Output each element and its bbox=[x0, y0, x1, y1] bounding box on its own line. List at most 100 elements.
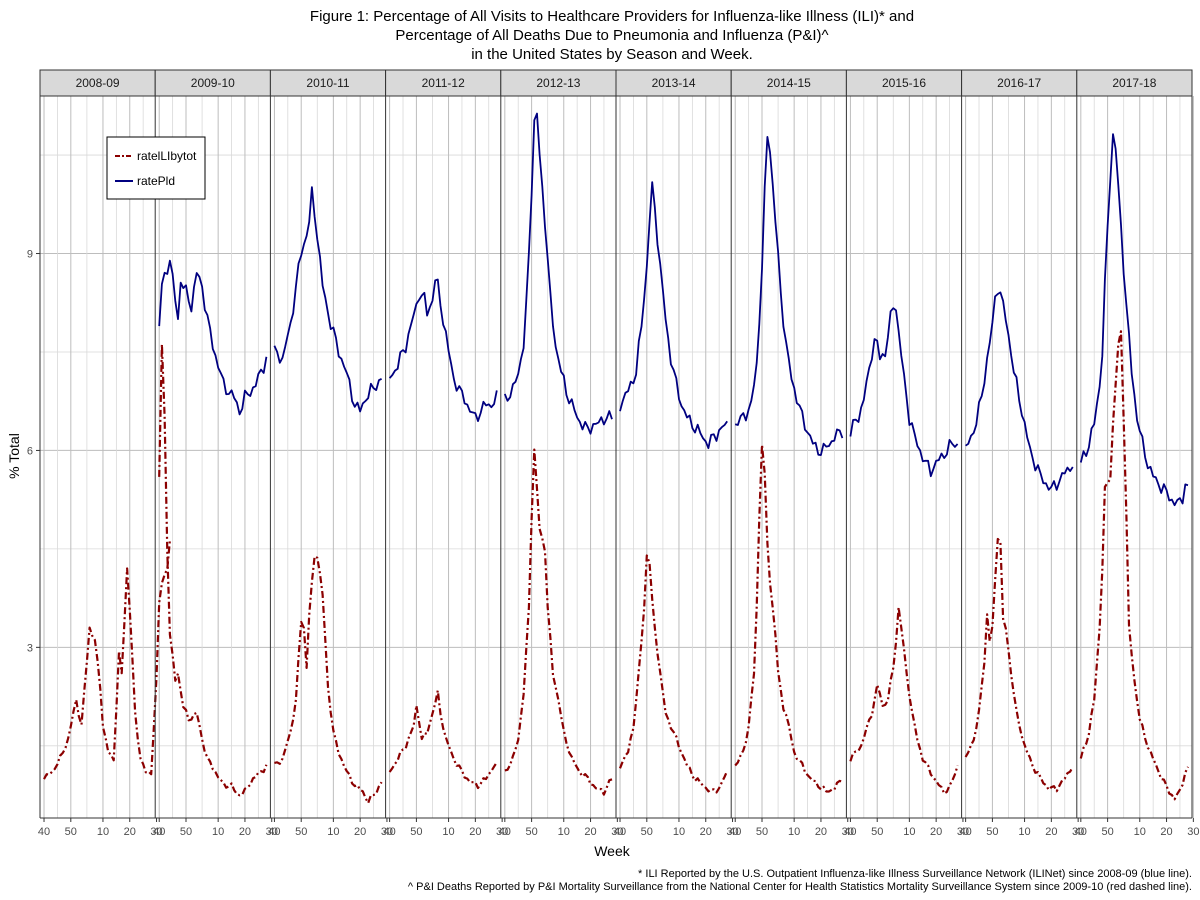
series-line-ratePld-2016-17 bbox=[965, 291, 1074, 491]
x-tick-label: 40 bbox=[383, 826, 395, 838]
x-tick-label: 40 bbox=[729, 826, 741, 838]
x-tick-label: 10 bbox=[788, 826, 800, 838]
panel-background bbox=[1076, 96, 1192, 818]
x-tick-label: 30 bbox=[150, 826, 162, 838]
x-tick-label: 50 bbox=[1101, 826, 1113, 838]
facet-panel-2013-14 bbox=[616, 96, 734, 818]
footnote-pi: ^ P&I Deaths Reported by P&I Mortality S… bbox=[408, 881, 1192, 893]
legend: ratelLIbytot ratePld bbox=[106, 136, 206, 200]
x-tick-label: 30 bbox=[381, 826, 393, 838]
facet-panel-2017-18 bbox=[1076, 96, 1194, 818]
series-line-ratePld-2009-10 bbox=[158, 259, 268, 416]
series-line-ratePld-2017-18 bbox=[1079, 133, 1189, 507]
x-tick-label: 10 bbox=[673, 826, 685, 838]
x-tick-label: 50 bbox=[986, 826, 998, 838]
chart-title-line-2: Percentage of All Deaths Due to Pneumoni… bbox=[395, 27, 828, 44]
x-tick-label: 10 bbox=[558, 826, 570, 838]
legend-box bbox=[106, 136, 206, 200]
facet-strip-label: 2008-09 bbox=[76, 76, 120, 90]
x-tick-label: 50 bbox=[295, 826, 307, 838]
series-line-ratePld-2012-13 bbox=[503, 112, 613, 435]
series-ratePld bbox=[158, 112, 1189, 507]
chart-title-line-1: Figure 1: Percentage of All Visits to He… bbox=[310, 8, 914, 25]
x-tick-label: 40 bbox=[153, 826, 165, 838]
facet-strip bbox=[615, 69, 732, 97]
facet-strip bbox=[39, 69, 156, 97]
series-line-ratelLIbytot-2008-09 bbox=[43, 540, 171, 780]
facet-strip bbox=[961, 69, 1078, 97]
x-tick-label: 10 bbox=[1018, 826, 1030, 838]
facet-strip-label: 2011-12 bbox=[422, 76, 465, 90]
footnote-ili: * ILI Reported by the U.S. Outpatient In… bbox=[638, 868, 1192, 880]
x-tick-label: 10 bbox=[97, 826, 109, 838]
facet-strip-label: 2014-15 bbox=[767, 76, 811, 90]
panel-background bbox=[385, 96, 501, 818]
facet-strip-label: 2010-11 bbox=[306, 76, 349, 90]
x-tick-label: 30 bbox=[1072, 826, 1084, 838]
x-tick-label: 30 bbox=[842, 826, 854, 838]
x-tick-label: 30 bbox=[611, 826, 623, 838]
x-tick-label: 20 bbox=[469, 826, 481, 838]
series-line-ratelLIbytot-2017-18 bbox=[1079, 330, 1189, 801]
facet-strip-label: 2017-18 bbox=[1112, 76, 1156, 90]
y-axis-label: % Total bbox=[6, 433, 22, 479]
y-tick-label: 6 bbox=[27, 445, 33, 457]
x-tick-label: 40 bbox=[959, 826, 971, 838]
x-tick-label: 20 bbox=[930, 826, 942, 838]
x-tick-label: 50 bbox=[641, 826, 653, 838]
x-tick-label: 20 bbox=[1160, 826, 1172, 838]
chart-title: Figure 1: Percentage of All Visits to He… bbox=[310, 8, 914, 63]
panel-background bbox=[40, 96, 156, 818]
chart-title-line-3: in the United States by Season and Week. bbox=[471, 46, 753, 63]
x-tick-label: 20 bbox=[124, 826, 136, 838]
x-tick-label: 30 bbox=[726, 826, 738, 838]
series-line-ratelLIbytot-2013-14 bbox=[618, 554, 729, 794]
series-line-ratePld-2015-16 bbox=[849, 307, 959, 478]
facet-panel-2009-10 bbox=[155, 96, 273, 818]
x-tick-label: 30 bbox=[266, 826, 278, 838]
y-axis: 3 6 9 bbox=[27, 249, 40, 654]
facet-strip-label: 2013-14 bbox=[652, 76, 696, 90]
x-tick-label: 10 bbox=[1134, 826, 1146, 838]
x-tick-label: 10 bbox=[212, 826, 224, 838]
legend-label-ratePld: ratePld bbox=[137, 174, 175, 188]
x-tick-label: 10 bbox=[903, 826, 915, 838]
y-tick-label: 3 bbox=[27, 642, 33, 654]
facet-panels: 2008-09 40 50 10 20 30 2009-10 40 50 10 20 30 2010-1… bbox=[38, 69, 1199, 838]
series-line-ratelLIbytot-2016-17 bbox=[964, 537, 1074, 793]
x-tick-label: 30 bbox=[957, 826, 969, 838]
series-line-ratelLIbytot-2011-12 bbox=[388, 689, 498, 790]
series-line-ratePld-2011-12 bbox=[388, 278, 498, 422]
facet-panel-2008-09 bbox=[40, 96, 158, 818]
facet-strip-label: 2012-13 bbox=[536, 76, 580, 90]
facet-strip bbox=[500, 69, 617, 97]
x-tick-label: 40 bbox=[268, 826, 280, 838]
facet-panel-2014-15 bbox=[731, 96, 849, 818]
series-line-ratePld-2013-14 bbox=[619, 181, 728, 450]
x-tick-label: 40 bbox=[614, 826, 626, 838]
x-tick-label: 40 bbox=[38, 826, 50, 838]
x-tick-label: 20 bbox=[239, 826, 251, 838]
x-tick-label: 20 bbox=[700, 826, 712, 838]
panel-background bbox=[616, 96, 732, 818]
x-tick-label: 20 bbox=[354, 826, 366, 838]
x-tick-label: 40 bbox=[499, 826, 511, 838]
x-tick-label: 50 bbox=[65, 826, 77, 838]
series-line-ratelLIbytot-2014-15 bbox=[734, 443, 843, 793]
x-tick-label: 10 bbox=[327, 826, 339, 838]
x-tick-label: 50 bbox=[180, 826, 192, 838]
x-tick-label: 30 bbox=[1187, 826, 1199, 838]
facet-strip-label: 2016-17 bbox=[997, 76, 1041, 90]
x-tick-label: 20 bbox=[1045, 826, 1057, 838]
x-tick-label: 50 bbox=[756, 826, 768, 838]
panel-background bbox=[155, 96, 271, 818]
series-line-ratePld-2014-15 bbox=[734, 136, 844, 456]
series-line-ratePld-2010-11 bbox=[273, 186, 383, 413]
facet-strip bbox=[385, 69, 502, 97]
series-line-ratelLIbytot-2015-16 bbox=[849, 606, 959, 795]
legend-label-ratelLIbytot: ratelLIbytot bbox=[137, 149, 197, 163]
x-tick-label: 10 bbox=[442, 826, 454, 838]
x-tick-label: 20 bbox=[584, 826, 596, 838]
facet-strip bbox=[730, 69, 847, 97]
panel-background bbox=[270, 96, 386, 818]
